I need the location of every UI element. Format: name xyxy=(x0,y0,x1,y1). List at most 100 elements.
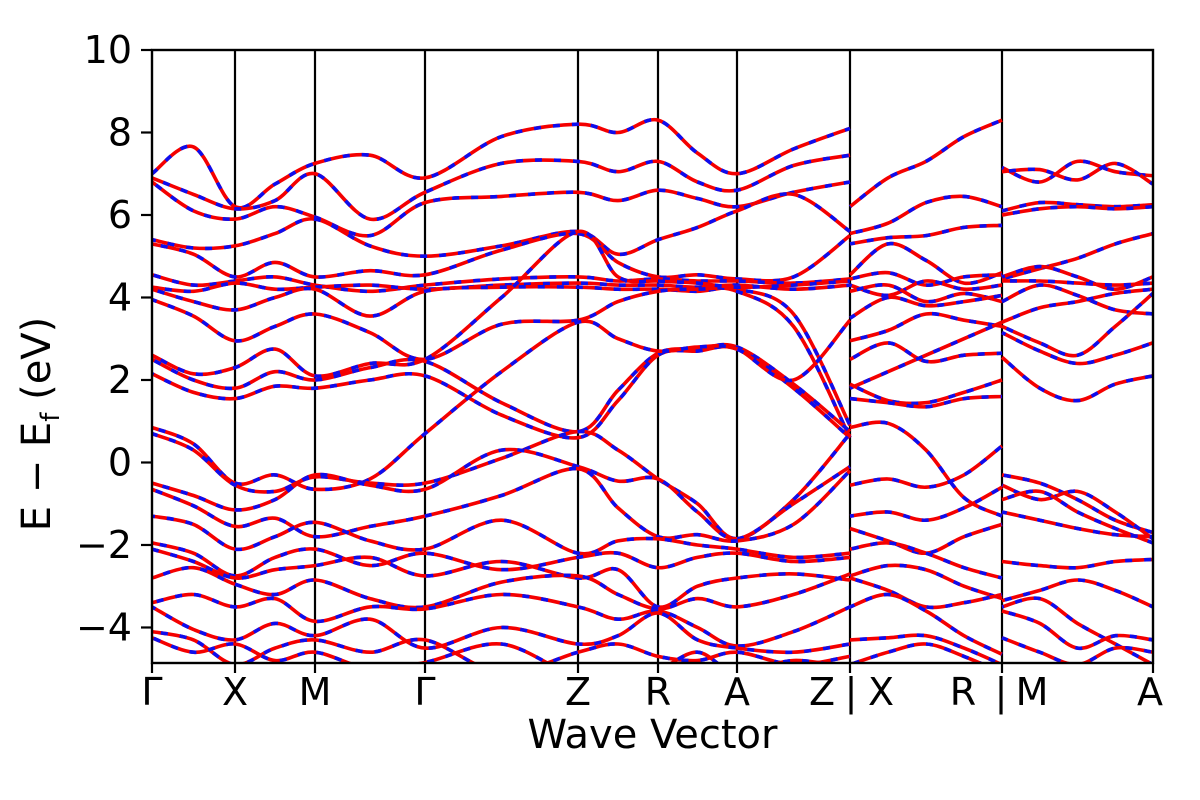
y-tick-label: 0 xyxy=(108,440,132,484)
band-line-spin-up xyxy=(152,514,851,560)
x-tick-label: A xyxy=(1137,670,1163,714)
axes-frame xyxy=(150,48,1155,665)
y-axis-label-units: (eV) xyxy=(14,316,60,413)
band-line-spin-down xyxy=(1001,330,1153,366)
band-line-spin-down xyxy=(849,522,1003,556)
band-line-spin-down xyxy=(848,118,1003,209)
band-line-spin-down xyxy=(849,293,1003,320)
band-line-spin-down xyxy=(1001,636,1153,663)
band-line-spin-down xyxy=(849,279,1003,298)
band-line-spin-up xyxy=(1001,161,1153,186)
band-line-spin-up xyxy=(848,118,1003,209)
band-line-spin-up xyxy=(849,633,1003,663)
band-line-spin-down xyxy=(849,270,1003,287)
band-line-spin-down xyxy=(848,241,1003,286)
band-line-spin-down xyxy=(849,485,1003,523)
band-line-spin-up xyxy=(152,342,852,434)
band-line-spin-down xyxy=(152,231,852,283)
band-line-spin-down xyxy=(152,547,851,609)
band-line-spin-down xyxy=(849,283,1003,304)
band-line-spin-down xyxy=(849,394,1003,409)
band-line-spin-down xyxy=(1001,283,1153,316)
x-tick-label: M xyxy=(1016,670,1049,714)
y-axis-label: E − Ef (eV) xyxy=(14,224,66,624)
x-tick-label: Γ xyxy=(414,670,435,714)
band-line-spin-up xyxy=(849,485,1003,523)
band-line-spin-up xyxy=(152,180,851,238)
band-line-spin-down xyxy=(849,341,1003,364)
band-line-spin-down xyxy=(152,286,852,439)
band-line-spin-down xyxy=(849,541,1003,580)
x-tick-label: Z xyxy=(565,670,591,714)
band-line-spin-up xyxy=(152,541,851,578)
band-line-spin-down xyxy=(849,194,1003,236)
x-axis-label: Wave Vector xyxy=(527,712,778,758)
band-line-spin-down xyxy=(849,576,1003,610)
band-line-spin-up xyxy=(849,592,1003,656)
band-line-spin-down xyxy=(152,273,851,294)
y-tick-label: 6 xyxy=(108,193,132,237)
band-line-spin-down xyxy=(152,636,831,663)
band-line-spin-up xyxy=(849,420,1003,518)
x-tick-label: X xyxy=(868,670,894,714)
band-line-spin-down xyxy=(1001,489,1153,545)
x-tick-label: M xyxy=(299,670,332,714)
band-line-spin-down xyxy=(1001,473,1153,535)
band-line-spin-up xyxy=(1001,609,1153,651)
band-line-spin-up xyxy=(849,311,1003,343)
x-tick-label: Z xyxy=(809,670,835,714)
band-line-spin-down xyxy=(849,378,1003,406)
band-line-spin-down xyxy=(849,563,1003,601)
band-line-spin-down xyxy=(1001,510,1153,539)
band-line-spin-down xyxy=(152,153,851,222)
band-line-spin-up xyxy=(849,522,1003,556)
band-line-spin-down xyxy=(1001,200,1153,213)
x-tick-label: R xyxy=(950,670,976,714)
x-tick-label: X xyxy=(222,670,248,714)
band-line-spin-down xyxy=(1001,264,1153,292)
band-line-spin-down xyxy=(152,117,851,210)
band-line-spin-up xyxy=(152,592,851,648)
band-line-spin-down xyxy=(152,629,851,663)
y-tick-label: 2 xyxy=(108,358,132,402)
band-line-spin-up xyxy=(152,565,851,611)
band-line-spin-down xyxy=(1001,287,1153,324)
band-line-spin-down xyxy=(1001,609,1153,651)
band-line-spin-up xyxy=(849,541,1003,580)
band-line-spin-up xyxy=(1001,483,1153,541)
band-line-spin-down xyxy=(152,541,851,578)
x-tick-label: Γ xyxy=(141,670,162,714)
band-line-spin-up xyxy=(152,318,852,492)
band-line-spin-down xyxy=(1001,292,1153,358)
band-line-spin-down xyxy=(849,444,1004,490)
band-line-spin-down xyxy=(152,229,851,378)
band-line-spin-down xyxy=(1001,204,1153,217)
y-tick-label: −2 xyxy=(76,523,132,567)
y-tick-label: −4 xyxy=(76,605,132,649)
band-line-spin-down xyxy=(1001,231,1153,281)
x-tick-label: R xyxy=(645,670,671,714)
y-axis-label-subscript: f xyxy=(36,412,66,422)
band-line-spin-down xyxy=(152,447,851,541)
band-line-spin-down xyxy=(152,192,852,259)
band-line-spin-down xyxy=(849,633,1003,663)
band-line-spin-down xyxy=(1001,557,1153,570)
band-line-spin-down xyxy=(152,284,852,427)
band-line-spin-up xyxy=(849,320,1003,390)
band-line-spin-down xyxy=(1001,279,1153,287)
y-tick-label: 8 xyxy=(108,110,132,154)
band-line-spin-down xyxy=(152,318,852,492)
y-tick-label: 4 xyxy=(108,275,132,319)
band-line-spin-up xyxy=(152,605,851,655)
band-line-spin-down xyxy=(152,344,852,440)
band-line-spin-down xyxy=(1001,578,1153,609)
y-axis-label-text: E − E xyxy=(14,421,60,532)
band-line-spin-down xyxy=(152,342,852,434)
x-tick-label: A xyxy=(724,670,750,714)
x-tick-label: | xyxy=(995,670,1008,715)
band-line-spin-down xyxy=(849,223,1003,246)
band-line-spin-down xyxy=(1000,355,1153,403)
x-tick-label: | xyxy=(845,670,858,715)
